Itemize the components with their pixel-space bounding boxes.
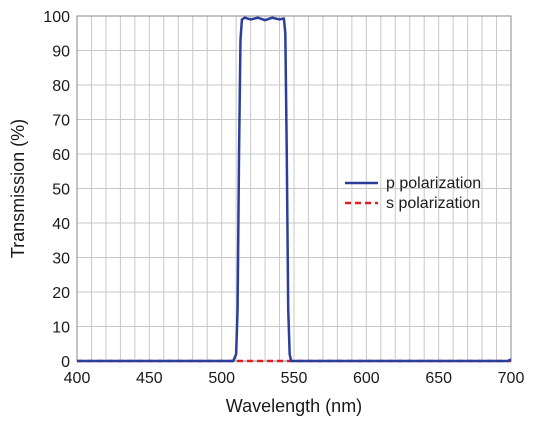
legend-label: p polarization: [386, 175, 481, 192]
x-tick-label: 500: [208, 370, 235, 387]
series-layer: [77, 16, 512, 363]
y-tick-label: 10: [52, 320, 70, 337]
y-tick-labels: 0 10 20 30 40 50 60 70 80 90 100: [43, 9, 70, 371]
x-tick-label: 700: [498, 370, 525, 387]
y-tick-label: 30: [52, 251, 70, 268]
grid: [76, 15, 512, 362]
x-axis-title: Wavelength (nm): [226, 396, 362, 416]
x-tick-label: 400: [64, 370, 91, 387]
x-tick-labels: 400 450 500 550 600 650 700: [64, 370, 525, 387]
series-line-p-polarization: [77, 16, 512, 363]
y-tick-label: 60: [52, 147, 70, 164]
y-tick-label: 0: [61, 354, 70, 371]
x-tick-label: 600: [353, 370, 380, 387]
y-tick-label: 40: [52, 216, 70, 233]
x-tick-label: 450: [136, 370, 163, 387]
y-tick-label: 90: [52, 44, 70, 61]
y-tick-label: 50: [52, 182, 70, 199]
y-tick-label: 70: [52, 113, 70, 130]
x-tick-label: 550: [281, 370, 308, 387]
y-tick-label: 80: [52, 78, 70, 95]
y-axis-title: Transmission (%): [8, 119, 28, 258]
x-tick-label: 650: [425, 370, 452, 387]
legend: p polarization s polarization: [345, 175, 481, 212]
legend-label: s polarization: [386, 195, 480, 212]
y-tick-label: 100: [43, 9, 70, 26]
y-tick-label: 20: [52, 285, 70, 302]
